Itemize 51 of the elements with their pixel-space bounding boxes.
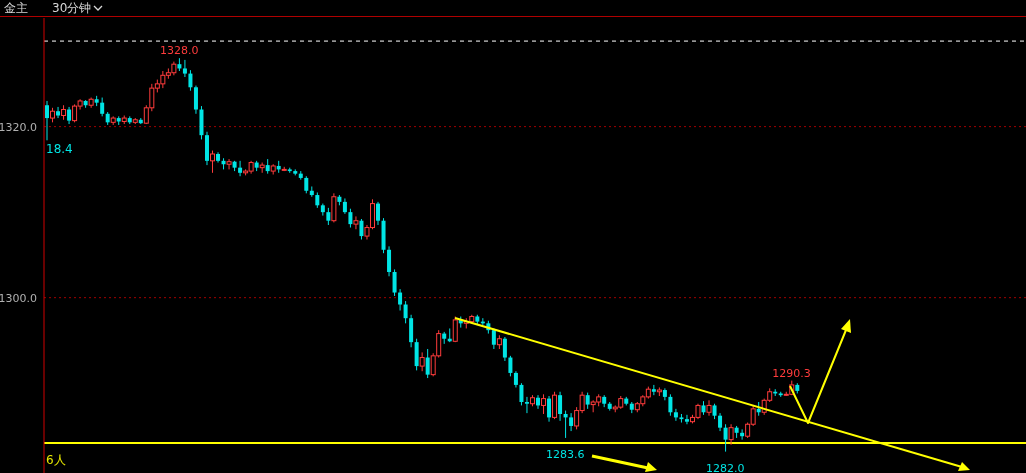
- candlestick: [419, 351, 425, 372]
- candlestick: [547, 395, 552, 423]
- candlestick: [193, 85, 198, 115]
- candlestick: [348, 208, 353, 229]
- candlestick: [684, 414, 689, 425]
- chart-title: 金主: [4, 0, 28, 17]
- candlestick: [706, 399, 712, 417]
- candlestick: [452, 315, 458, 343]
- candlestick: [210, 150, 216, 174]
- candlestick: [398, 288, 403, 311]
- y-tick-label: 1300.0: [0, 291, 37, 305]
- candlestick: [414, 338, 419, 371]
- candlestick: [238, 160, 243, 177]
- annotation: 18.4: [46, 142, 73, 156]
- candlestick: [673, 408, 678, 422]
- candlestick: [541, 393, 547, 415]
- annotation: 6人: [46, 452, 66, 469]
- candlestick: [552, 391, 558, 420]
- candlestick: [45, 100, 49, 141]
- candlestick: [188, 69, 193, 92]
- candlestick: [387, 245, 392, 277]
- annotation: 1282.0: [706, 461, 745, 473]
- candlestick: [100, 97, 105, 117]
- candlestick: [409, 314, 414, 348]
- candlestick: [651, 384, 656, 396]
- candlestick: [359, 218, 364, 241]
- y-tick-label: 1320.0: [0, 120, 37, 134]
- annotation: 1283.6: [546, 447, 585, 461]
- candlestick: [668, 393, 673, 417]
- candlestick: [723, 423, 728, 453]
- candlestick: [728, 423, 734, 446]
- chart-subtitle: 30分钟: [52, 0, 92, 17]
- annotation: 1290.3: [772, 366, 811, 380]
- candlestick: [353, 215, 359, 230]
- candlestick: [56, 106, 61, 119]
- candlestick: [524, 396, 529, 414]
- candlestick: [403, 300, 408, 324]
- candlestick: [558, 391, 563, 422]
- candlestick: [392, 268, 397, 297]
- candlestick: [508, 355, 513, 377]
- candlestick: [536, 394, 540, 410]
- candlestick: [331, 192, 337, 223]
- candlestick: [502, 336, 507, 362]
- candlestick: [425, 348, 430, 379]
- candlestick: [376, 201, 381, 226]
- candlestick: [182, 59, 187, 78]
- candlestick: [519, 382, 524, 406]
- candlestick: [569, 412, 574, 432]
- annotation: 1328.0: [159, 44, 199, 58]
- candlestick: [226, 158, 232, 170]
- candlestick: [491, 327, 496, 350]
